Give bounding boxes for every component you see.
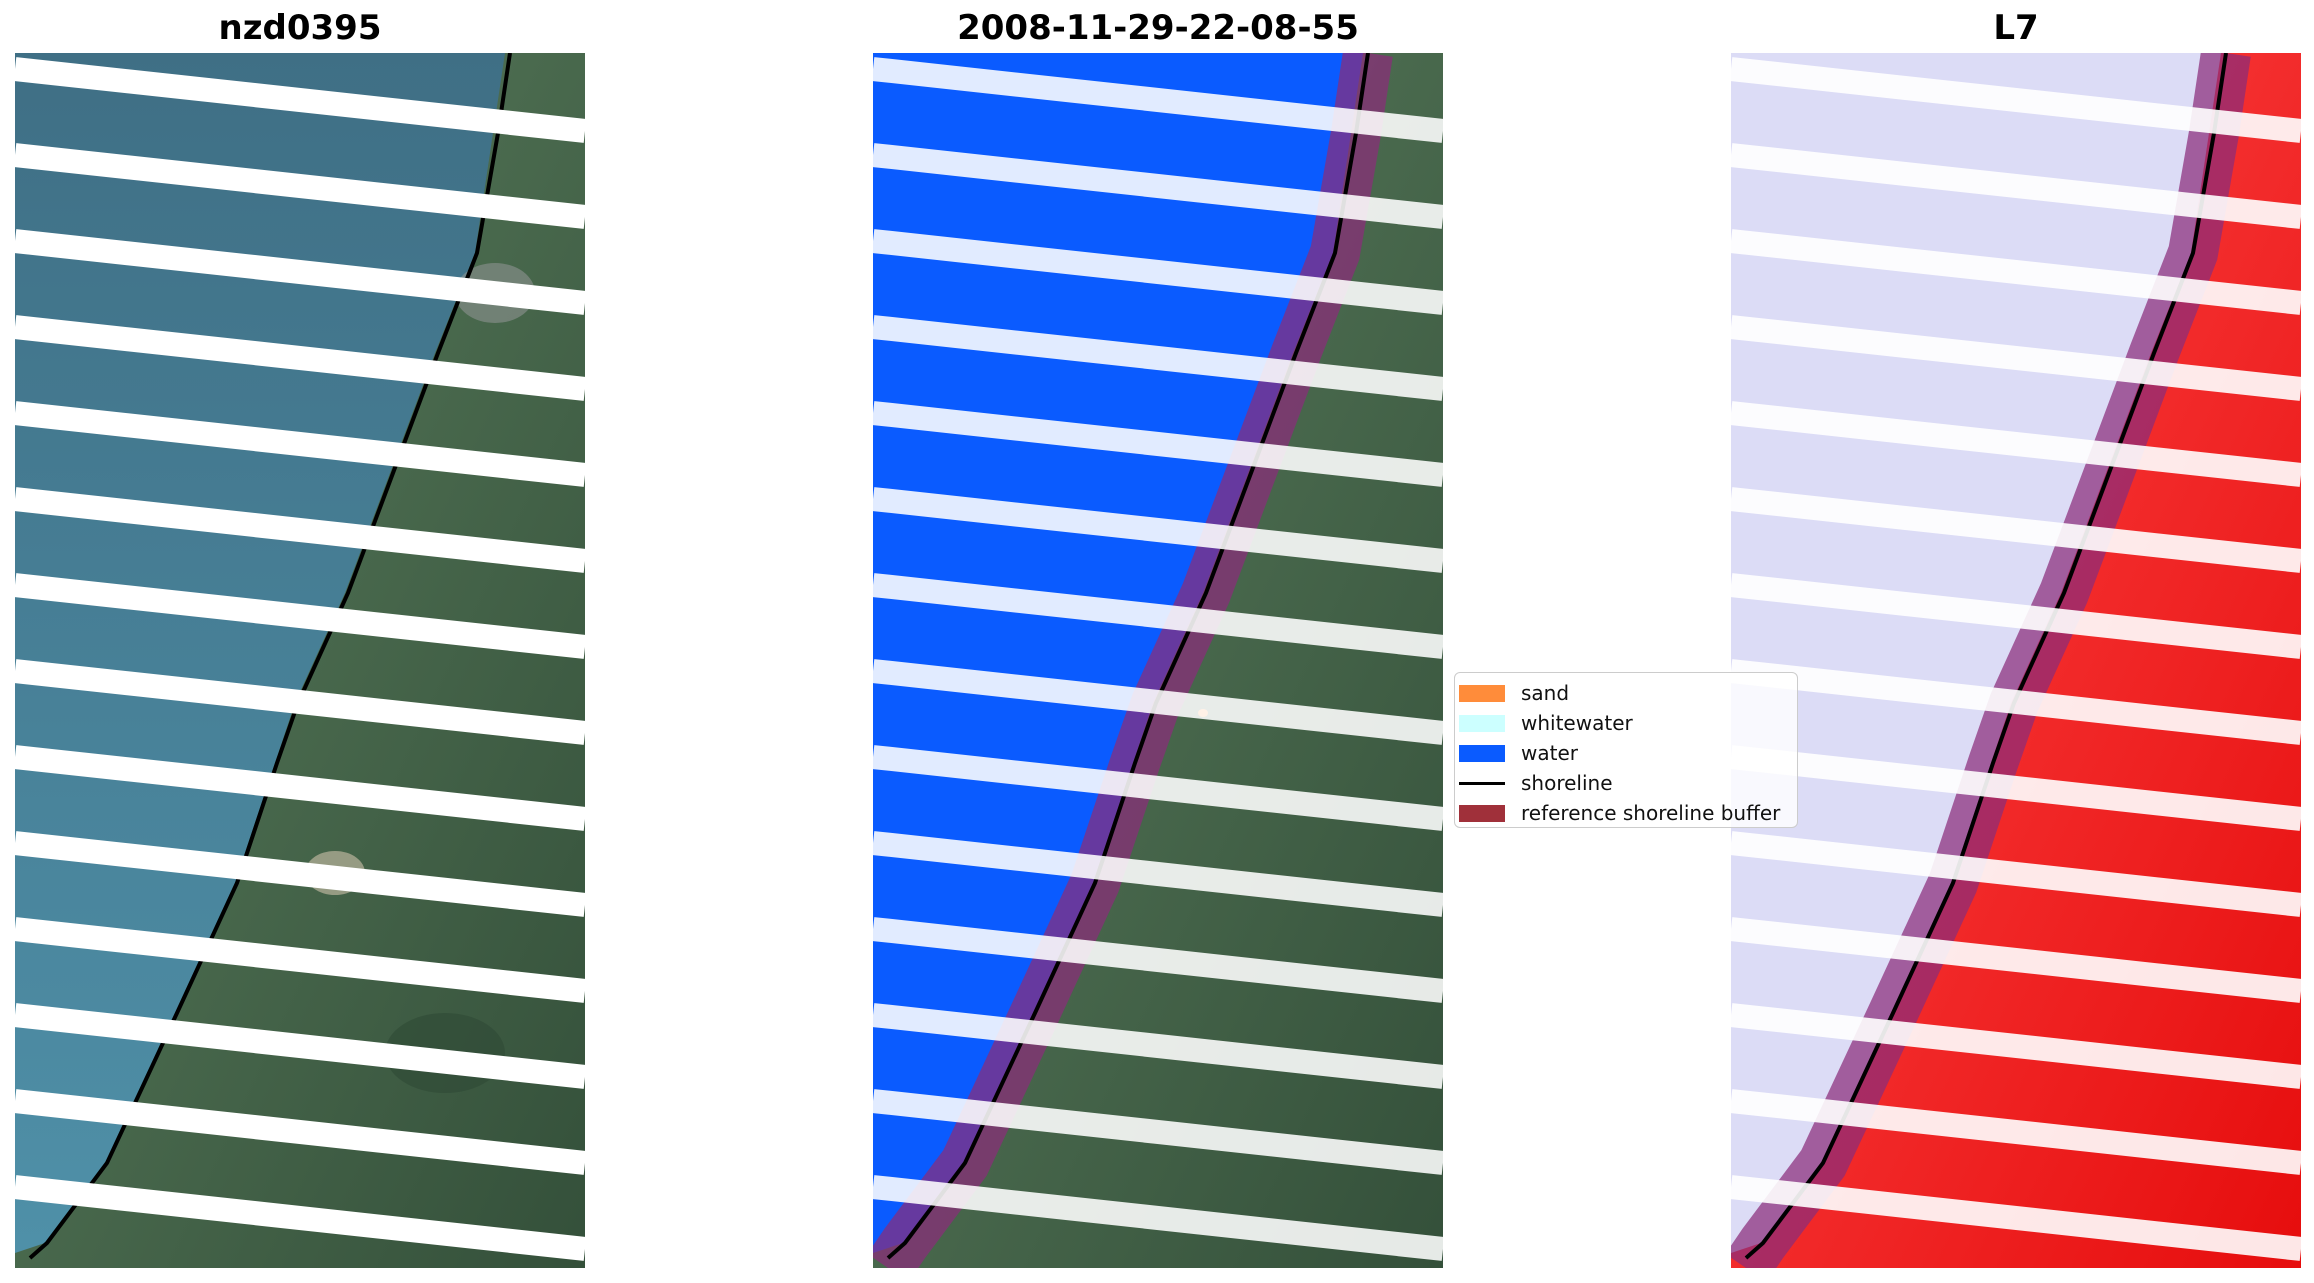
scan-line-gaps xyxy=(873,57,1443,1261)
panel-title-classified: 2008-11-29-22-08-55 xyxy=(957,8,1359,48)
legend-item-whitewater: whitewater xyxy=(1455,708,1797,738)
shoreline-line-symbol xyxy=(1459,781,1505,785)
rgb-image-panel xyxy=(15,53,585,1268)
legend-label: reference shoreline buffer xyxy=(1521,801,1781,825)
sand-swatch xyxy=(1459,684,1505,702)
index-image-panel xyxy=(1731,53,2301,1268)
scan-line-gaps xyxy=(15,57,585,1261)
scan-line-gaps xyxy=(1731,57,2301,1261)
classified-image-panel xyxy=(873,53,1443,1268)
legend-label: water xyxy=(1521,741,1578,765)
whitewater-swatch xyxy=(1459,714,1505,732)
legend-item-sand: sand xyxy=(1455,678,1797,708)
legend-label: sand xyxy=(1521,681,1570,705)
reference-buffer-swatch xyxy=(1459,804,1505,822)
water-swatch xyxy=(1459,744,1505,762)
legend-item-reference-buffer: reference shoreline buffer xyxy=(1455,798,1797,828)
legend-label: whitewater xyxy=(1521,711,1633,735)
panel-title-index: L7 xyxy=(1993,8,2039,48)
panel-title-rgb: nzd0395 xyxy=(218,8,382,48)
legend-label: shoreline xyxy=(1521,771,1613,795)
legend-item-water: water xyxy=(1455,738,1797,768)
legend: sand whitewater water shoreline referenc… xyxy=(1454,672,1798,828)
legend-item-shoreline: shoreline xyxy=(1455,768,1797,798)
